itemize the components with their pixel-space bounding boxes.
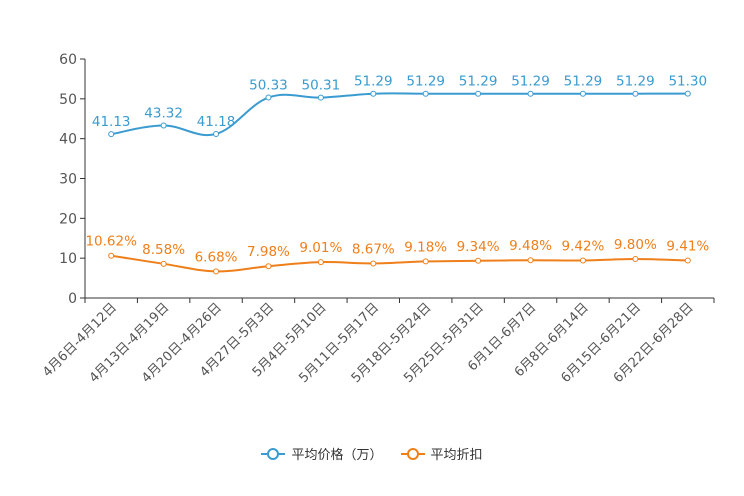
y-tick-label: 0 (68, 291, 77, 307)
price-point (684, 90, 691, 97)
y-tick-label: 10 (59, 251, 77, 267)
discount-data-label: 9.34% (457, 239, 500, 255)
discount-point (527, 257, 534, 264)
price-point (370, 90, 377, 97)
price-point (265, 94, 272, 101)
discount-data-label: 10.62% (85, 234, 137, 250)
legend-price-label: 平均价格（万） (291, 448, 383, 463)
price-data-label: 50.33 (249, 78, 288, 94)
discount-data-label: 9.80% (614, 237, 657, 253)
price-point (213, 130, 220, 137)
legend: 平均价格（万） 平均折扣 (0, 444, 744, 463)
discount-point (317, 259, 324, 266)
price-line (111, 92, 688, 137)
series-discount: 10.62% 8.58% 6.68% 7.98% 9.01% 8.67% 9.18% 9.34… (85, 234, 709, 275)
price-point (475, 90, 482, 97)
price-point (160, 122, 167, 129)
discount-data-label: 7.98% (247, 244, 290, 260)
discount-point (422, 258, 429, 265)
discount-point (579, 257, 586, 264)
discount-point (475, 257, 482, 264)
price-point (579, 90, 586, 97)
price-data-label: 43.32 (144, 105, 183, 121)
price-data-label: 41.18 (197, 114, 236, 130)
price-data-label: 51.29 (406, 74, 445, 90)
discount-data-label: 9.01% (299, 240, 342, 256)
discount-data-label: 9.18% (404, 239, 447, 255)
y-tick-label: 60 (59, 52, 77, 68)
discount-data-label: 6.68% (195, 249, 238, 265)
price-data-label: 51.29 (354, 74, 393, 90)
legend-item-price[interactable]: 平均价格（万） (261, 444, 383, 463)
legend-discount-icon (400, 447, 425, 460)
price-point (108, 131, 115, 138)
price-data-label: 51.29 (616, 74, 655, 90)
discount-point (632, 255, 639, 262)
price-data-label: 50.31 (302, 78, 341, 94)
price-point (527, 90, 534, 97)
legend-item-discount[interactable]: 平均折扣 (400, 444, 483, 463)
discount-data-label: 8.58% (142, 242, 185, 258)
discount-data-label: 9.42% (562, 238, 605, 254)
discount-point (108, 252, 115, 259)
price-data-label: 51.30 (668, 74, 707, 90)
discount-point (160, 260, 167, 267)
price-point (632, 90, 639, 97)
price-point (317, 94, 324, 101)
discount-data-label: 9.41% (666, 239, 709, 255)
y-tick-label: 20 (59, 211, 77, 227)
y-tick-label: 40 (59, 132, 77, 148)
price-data-label: 51.29 (459, 74, 498, 90)
discount-line (111, 254, 688, 273)
legend-price-icon (261, 447, 286, 460)
price-data-label: 51.29 (564, 74, 603, 90)
legend-discount-label: 平均折扣 (430, 448, 483, 463)
price-data-label: 41.13 (92, 114, 131, 130)
discount-point (684, 257, 691, 264)
discount-point (265, 263, 272, 270)
price-point (422, 90, 429, 97)
y-tick-label: 30 (59, 172, 77, 188)
discount-data-label: 8.67% (352, 241, 395, 257)
discount-point (370, 260, 377, 267)
price-data-label: 51.29 (511, 74, 550, 90)
discount-point (213, 268, 220, 275)
series-price: 41.13 43.32 41.18 50.33 50.31 51.29 51.29 51.29… (92, 74, 707, 138)
y-tick-label: 50 (59, 92, 77, 108)
discount-data-label: 9.48% (509, 238, 552, 254)
